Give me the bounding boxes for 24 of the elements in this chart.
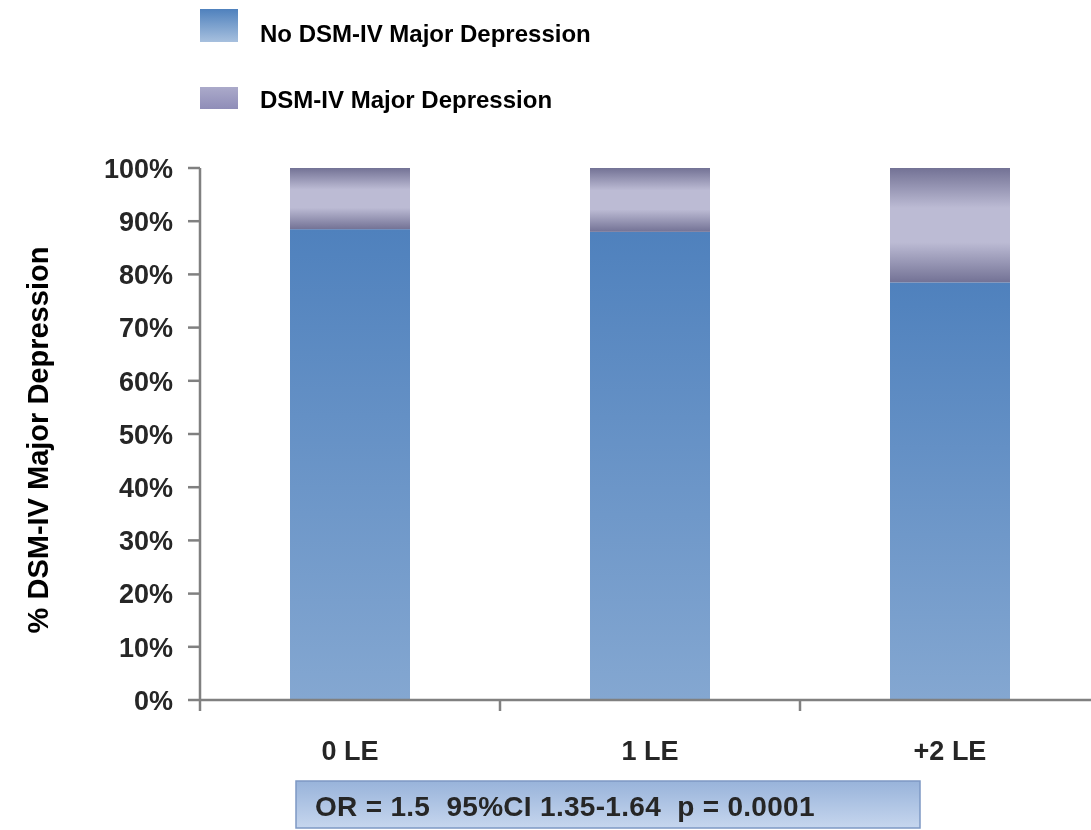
y-axis-title: % DSM-IV Major Depression [22, 246, 55, 634]
text: OR = 1.5 95%CI 1.35-1.64 p = 0.0001 [315, 791, 815, 823]
bar [290, 168, 410, 230]
y-tick-label: 40% [118, 472, 173, 503]
x-tick-label: 1 LE [621, 735, 679, 766]
y-tick-label: 60% [118, 366, 173, 397]
y-tick-label: 10% [118, 632, 173, 663]
y-tick-label: 0% [133, 685, 173, 716]
bar [890, 168, 1010, 283]
y-tick-label: 100% [103, 153, 173, 184]
bar [590, 168, 710, 232]
legend-label: No DSM-IV Major Depression [260, 19, 591, 47]
bar [590, 231, 710, 700]
y-tick-label: 80% [118, 260, 173, 291]
y-tick-label: 30% [118, 526, 173, 557]
bar [890, 282, 1010, 700]
y-tick-label: 50% [118, 419, 173, 450]
y-tick-label: 90% [118, 206, 173, 237]
legend-label: DSM-IV Major Depression [260, 85, 553, 113]
y-tick-label: 20% [118, 579, 173, 610]
y-tick-label: 70% [118, 313, 173, 344]
x-tick-label: 0 LE [321, 735, 379, 766]
x-tick-label: +2 LE [913, 735, 987, 766]
bar [290, 229, 410, 700]
